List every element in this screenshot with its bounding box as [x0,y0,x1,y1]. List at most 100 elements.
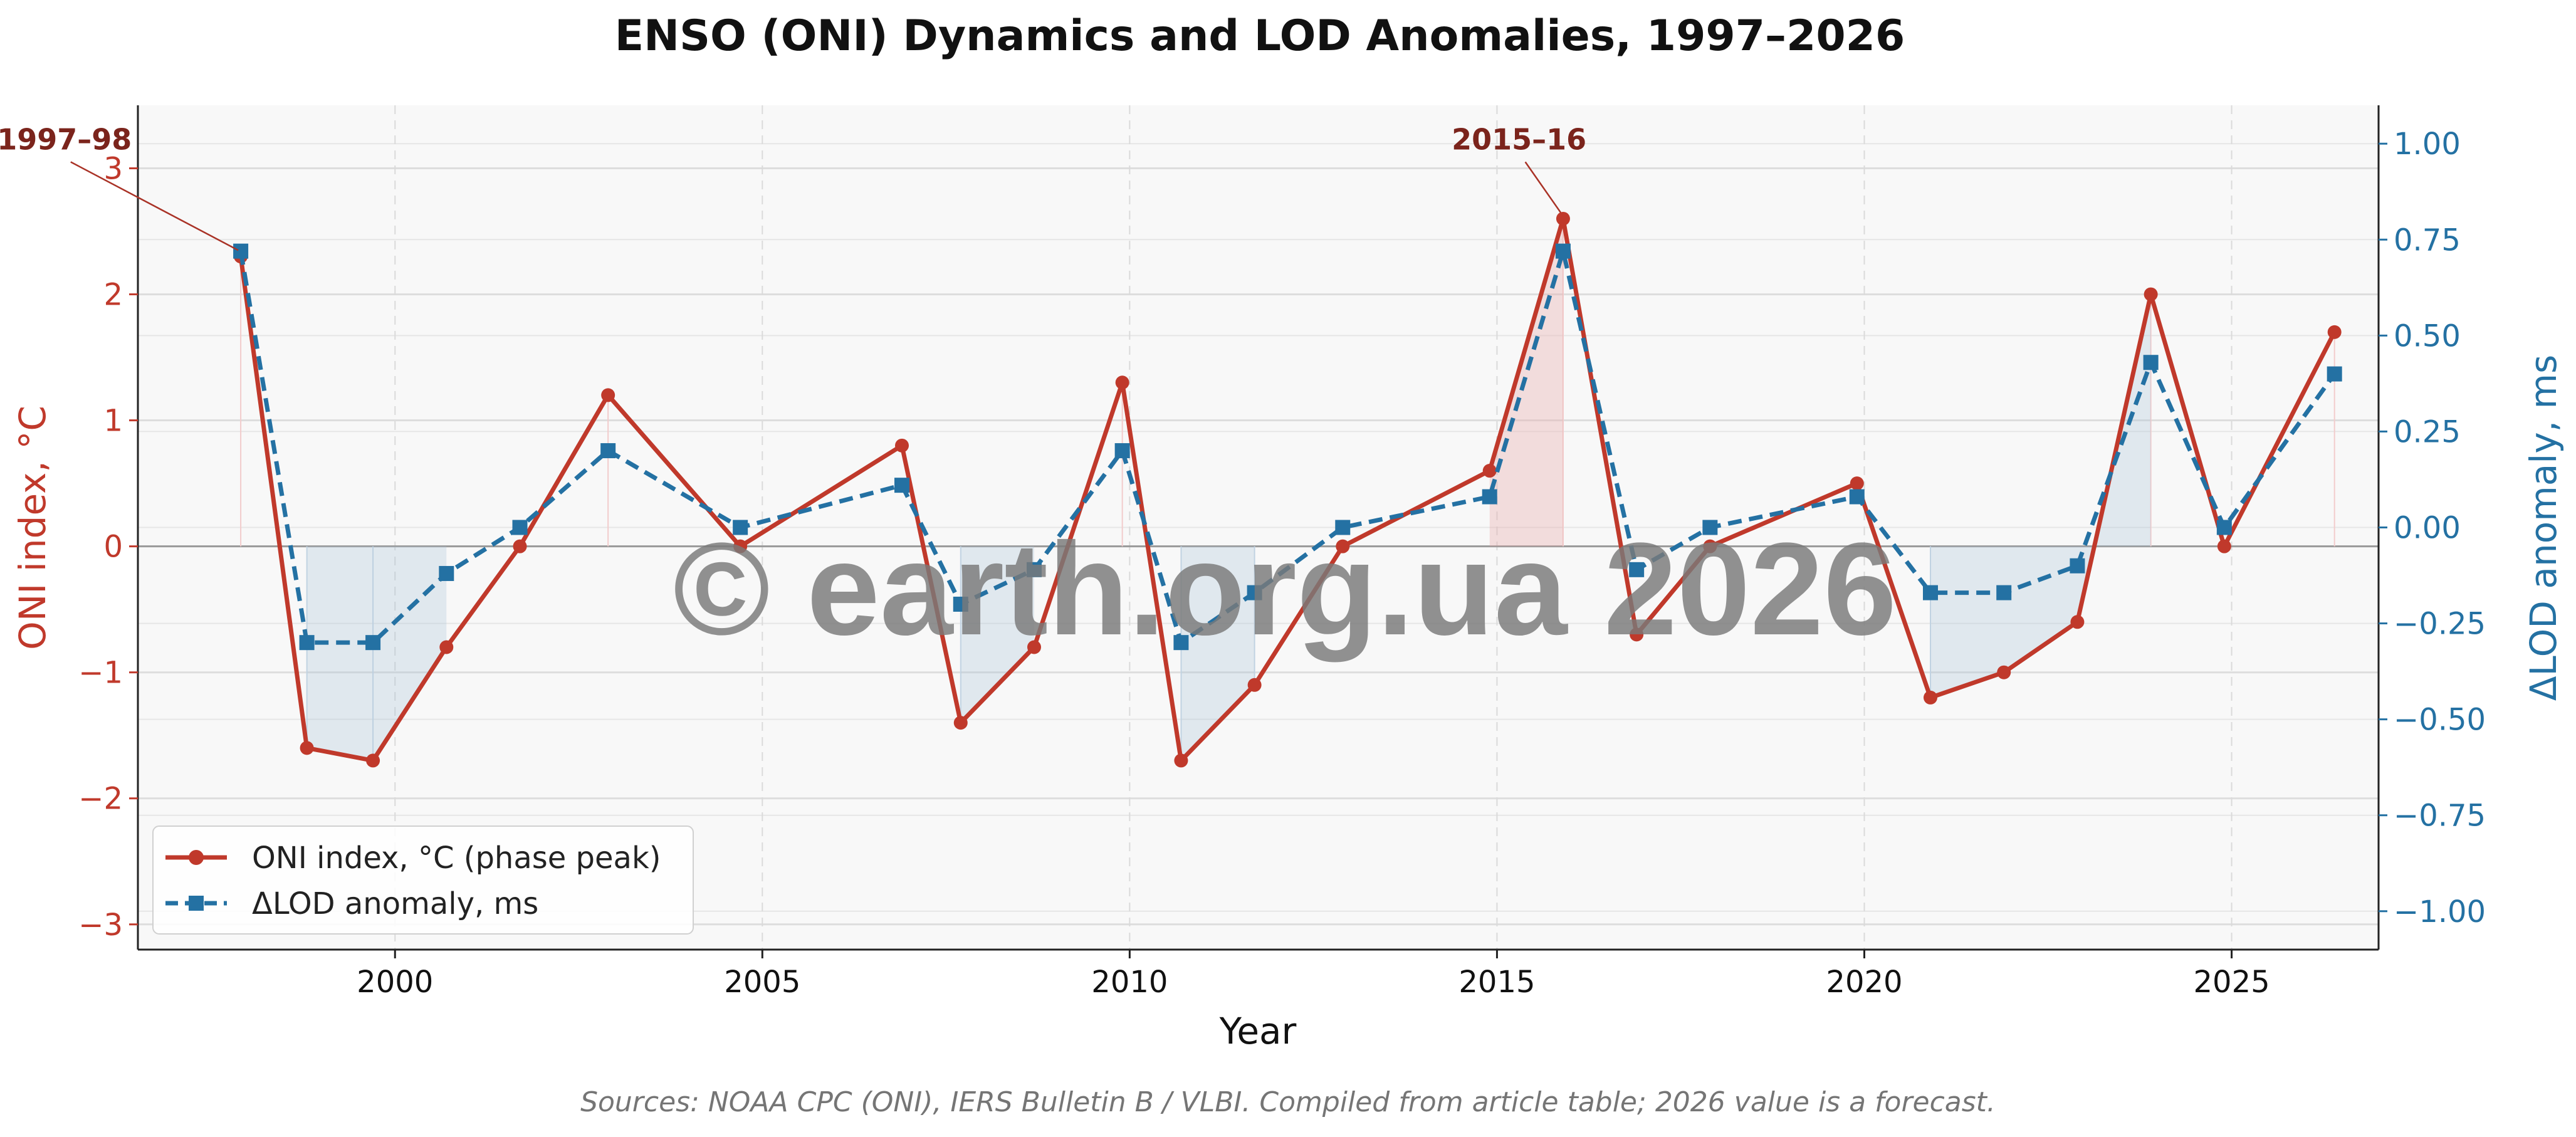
x-tick-label: 2010 [1091,965,1168,1000]
lod-point [1247,585,1262,600]
y-left-tick-label: −3 [78,908,123,943]
lod-point [1923,585,1938,600]
x-tick-label: 2005 [724,965,800,1000]
lod-point [1629,562,1645,577]
x-tick-label: 2025 [2193,965,2270,1000]
lod-point [1996,585,2012,600]
legend: ONI index, °C (phase peak) ΔLOD anomaly,… [152,825,694,935]
y-right-axis-label: ΔLOD anomaly, ms [2522,355,2565,701]
oni-point [2327,325,2342,339]
lod-point [600,443,616,459]
y-right-tick-label: 1.00 [2394,127,2461,162]
oni-point [1850,476,1864,491]
lod-point [2070,558,2085,574]
annotation-leader [1524,161,1561,213]
oni-point [1924,690,1937,705]
phase-stems [240,218,2335,761]
y-right-tick-label: 0.75 [2394,223,2461,258]
y-left-axis-label: ONI index, °C [11,406,54,650]
phase-fill [306,546,447,761]
y-left-tick-label: 0 [103,530,123,565]
oni-point [1630,627,1644,642]
oni-point [1174,753,1188,768]
phase-fill [960,546,1034,723]
x-tick-label: 2015 [1458,965,1535,1000]
x-tick-label: 2020 [1826,965,1902,1000]
phase-fills [306,218,2151,761]
y-right-tick-label: −0.50 [2394,703,2486,738]
oni-point [2217,539,2231,553]
x-axis-ticks: 2000 2005 2010 2015 2020 2025 [357,950,2270,1000]
oni-point [1115,375,1129,390]
y-left-tick-label: −1 [78,656,123,691]
lod-point [733,520,748,535]
y-right-tick-label: −1.00 [2394,894,2486,930]
x-tick-label: 2000 [357,965,433,1000]
oni-point [1247,678,1262,692]
x-axis-label: Year [1219,1010,1297,1052]
y-right-tick-label: 0.25 [2394,414,2461,449]
chart-title: ENSO (ONI) Dynamics and LOD Anomalies, 1… [615,11,1905,61]
oni-point [439,640,454,654]
oni-point [1482,464,1497,478]
lod-point [953,596,968,612]
lod-point [299,635,315,651]
oni-point [1997,665,2011,679]
phase-fill [1489,218,1563,547]
lod-point [233,243,249,259]
legend-box [152,825,694,935]
lod-point [1335,520,1351,535]
lod-point [1702,520,1718,535]
phase-fill [1930,294,2151,698]
oni-point [953,716,968,730]
oni-point [366,753,380,768]
phase-fill [1181,546,1255,761]
y-left-tick-label: 1 [103,404,123,439]
oni-point [601,388,615,402]
oni-point [300,741,314,755]
y-left-tick-label: 2 [103,278,123,313]
y-right-tick-label: −0.75 [2394,799,2486,834]
y-right-tick-label: −0.25 [2394,607,2486,642]
lod-point [2216,520,2232,535]
source-note: Sources: NOAA CPC (ONI), IERS Bulletin B… [580,1086,1996,1118]
y-left-tick-label: −2 [78,782,123,817]
lod-point [2143,355,2159,370]
oni-point [1336,539,1350,553]
oni-point [895,438,909,453]
lod-point [439,565,454,581]
oni-point [2144,287,2158,301]
oni-series [234,211,2342,768]
annotations: 1997–98 2015–16 [0,122,1586,251]
lod-point [1849,489,1865,505]
legend-lod-marker [189,896,204,911]
legend-oni-marker [189,850,204,865]
annotation-label: 1997–98 [0,122,132,156]
lod-point [365,635,381,651]
lod-series [233,243,2342,651]
oni-point [1556,211,1570,226]
watermark: © earth.org.ua 2026 [673,515,1897,663]
annotation-label: 2015–16 [1452,122,1586,156]
legend-oni-label: ONI index, °C (phase peak) [252,841,661,876]
lod-point [2327,366,2342,382]
annotation-leader [70,161,239,251]
legend-lod-label: ΔLOD anomaly, ms [252,886,538,921]
lod-point [1482,489,1497,505]
oni-point [1703,539,1717,553]
y-right-axis-ticks: −1.00 −0.75 −0.50 −0.25 0.00 0.25 0.50 0.75 1.00 [2379,127,2486,930]
lod-point [894,478,910,493]
oni-point [2070,615,2085,629]
oni-point [733,539,748,553]
y-right-tick-label: 0.50 [2394,318,2461,354]
lod-point [1114,443,1130,459]
oni-point [1027,640,1041,654]
lod-point [512,520,528,535]
oni-point [513,539,527,553]
lod-point [1555,243,1571,259]
y-right-tick-label: 0.00 [2394,511,2461,546]
lod-point [1027,562,1042,577]
lod-point [1173,635,1189,651]
